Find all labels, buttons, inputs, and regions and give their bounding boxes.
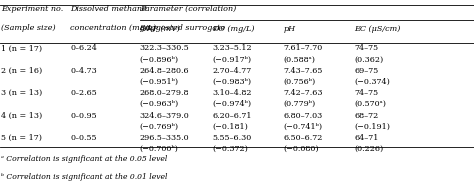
Text: 322.3–330.5: 322.3–330.5 <box>140 44 190 52</box>
Text: pH: pH <box>283 25 296 33</box>
Text: 3.23–5.12: 3.23–5.12 <box>212 44 252 52</box>
Text: 5.55–6.30: 5.55–6.30 <box>212 134 252 142</box>
Text: (−0.372): (−0.372) <box>212 145 248 153</box>
Text: 264.8–280.6: 264.8–280.6 <box>140 67 190 75</box>
Text: 0–2.65: 0–2.65 <box>70 89 97 97</box>
Text: (Sample size): (Sample size) <box>1 24 56 32</box>
Text: (0.756ᵇ): (0.756ᵇ) <box>283 78 316 86</box>
Text: 2 (n = 16): 2 (n = 16) <box>1 67 43 75</box>
Text: (−0.917ᵇ): (−0.917ᵇ) <box>212 55 252 63</box>
Text: Suggested surrogate: Suggested surrogate <box>140 24 225 32</box>
Text: 2.70–4.77: 2.70–4.77 <box>212 67 252 75</box>
Text: (0.362): (0.362) <box>355 55 384 63</box>
Text: (−0.181): (−0.181) <box>212 123 248 131</box>
Text: (0.779ᵇ): (0.779ᵇ) <box>283 100 316 108</box>
Text: 68–72: 68–72 <box>355 112 379 120</box>
Text: DO (mg/L): DO (mg/L) <box>212 25 255 33</box>
Text: (−0.700ᵇ): (−0.700ᵇ) <box>140 145 179 153</box>
Text: 64–71: 64–71 <box>355 134 379 142</box>
Text: Parameter (correlation): Parameter (correlation) <box>140 5 236 13</box>
Text: 6.50–6.72: 6.50–6.72 <box>283 134 323 142</box>
Text: (−0.191): (−0.191) <box>355 123 391 131</box>
Text: 74–75: 74–75 <box>355 89 379 97</box>
Text: 324.6–379.0: 324.6–379.0 <box>140 112 190 120</box>
Text: ORP (mV): ORP (mV) <box>140 25 180 33</box>
Text: 296.5–335.0: 296.5–335.0 <box>140 134 190 142</box>
Text: 0–6.24: 0–6.24 <box>70 44 97 52</box>
Text: (0.570ᵃ): (0.570ᵃ) <box>355 100 387 108</box>
Text: 7.43–7.65: 7.43–7.65 <box>283 67 323 75</box>
Text: ᵇ Correlation is significant at the 0.01 level: ᵇ Correlation is significant at the 0.01… <box>1 173 168 181</box>
Text: Dissolved methane: Dissolved methane <box>70 5 147 13</box>
Text: (−0.983ᵇ): (−0.983ᵇ) <box>212 78 252 86</box>
Text: (−0.951ᵇ): (−0.951ᵇ) <box>140 78 179 86</box>
Text: concentration (mg/L): concentration (mg/L) <box>70 24 156 32</box>
Text: 1 (n = 17): 1 (n = 17) <box>1 44 43 52</box>
Text: (−0.896ᵇ): (−0.896ᵇ) <box>140 55 179 63</box>
Text: 3.10–4.82: 3.10–4.82 <box>212 89 252 97</box>
Text: 0–0.95: 0–0.95 <box>70 112 97 120</box>
Text: (−0.963ᵇ): (−0.963ᵇ) <box>140 100 179 108</box>
Text: Experiment no.: Experiment no. <box>1 5 64 13</box>
Text: (−0.374): (−0.374) <box>355 78 391 86</box>
Text: (0.226): (0.226) <box>355 145 384 153</box>
Text: 4 (n = 13): 4 (n = 13) <box>1 112 43 120</box>
Text: (−0.080): (−0.080) <box>283 145 319 153</box>
Text: 69–75: 69–75 <box>355 67 379 75</box>
Text: 3 (n = 13): 3 (n = 13) <box>1 89 43 97</box>
Text: ᵃ Correlation is significant at the 0.05 level: ᵃ Correlation is significant at the 0.05… <box>1 155 168 163</box>
Text: (−0.974ᵇ): (−0.974ᵇ) <box>212 100 252 108</box>
Text: (−0.741ᵇ): (−0.741ᵇ) <box>283 123 323 131</box>
Text: 74–75: 74–75 <box>355 44 379 52</box>
Text: 0–4.73: 0–4.73 <box>70 67 97 75</box>
Text: 0–0.55: 0–0.55 <box>70 134 97 142</box>
Text: 5 (n = 17): 5 (n = 17) <box>1 134 42 142</box>
Text: 6.20–6.71: 6.20–6.71 <box>212 112 252 120</box>
Text: 7.42–7.63: 7.42–7.63 <box>283 89 323 97</box>
Text: 6.80–7.03: 6.80–7.03 <box>283 112 323 120</box>
Text: 268.0–279.8: 268.0–279.8 <box>140 89 189 97</box>
Text: (−0.769ᵇ): (−0.769ᵇ) <box>140 123 179 131</box>
Text: EC (μS/cm): EC (μS/cm) <box>355 25 401 33</box>
Text: 7.61–7.70: 7.61–7.70 <box>283 44 323 52</box>
Text: (0.588ᵃ): (0.588ᵃ) <box>283 55 316 63</box>
